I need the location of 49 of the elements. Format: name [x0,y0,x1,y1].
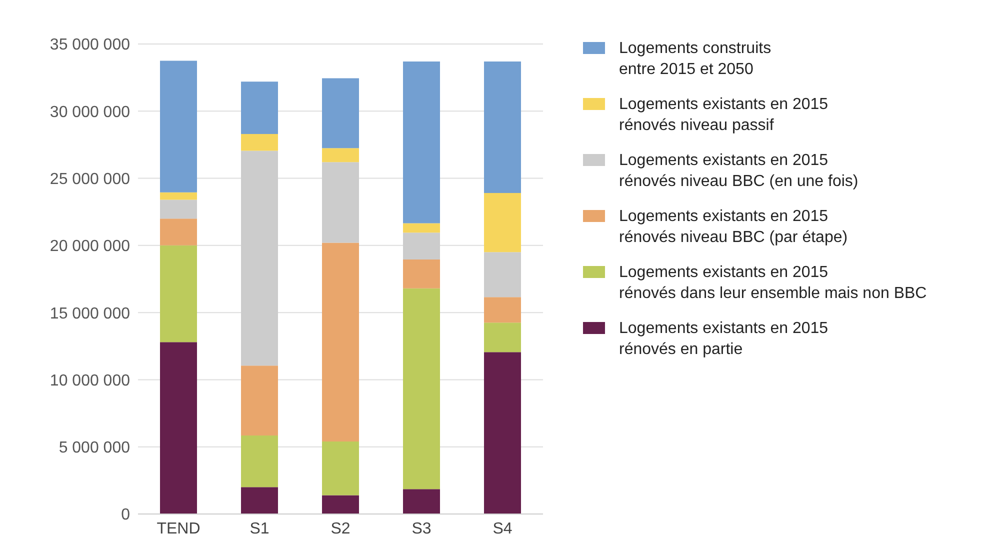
y-tick-label: 0 [121,506,130,524]
legend-label: Logements existants en 2015 rénovés niveau passif [619,95,828,136]
y-tick-label: 35 000 000 [50,36,130,54]
legend-label: Logements existants en 2015 rénovés niveau BBC (par étape) [619,207,848,248]
bar [403,61,440,224]
bar [322,162,359,243]
x-tick-label: S1 [250,520,270,538]
legend-label: Logements existants en 2015 rénovés dans leur ensemble mais non BBC [619,263,927,304]
bar [403,223,440,233]
bar [484,322,521,352]
bar [403,489,440,514]
bar [484,252,521,298]
bar [322,495,359,514]
bar [484,61,521,194]
legend-label: Logements construits entre 2015 et 2050 [619,39,772,80]
bar [484,193,521,252]
y-tick-label: 30 000 000 [50,104,130,121]
bar [160,200,197,219]
bar [241,366,278,436]
y-tick-label: 15 000 000 [50,305,130,322]
bar [241,134,278,151]
bar [160,218,197,246]
bar [322,441,359,496]
legend-label: Logements existants en 2015 rénovés niveau BBC (en une fois) [619,151,858,192]
y-tick-label: 5 000 000 [58,440,130,457]
x-tick-label: S2 [330,520,350,538]
bar [160,245,197,342]
bar [484,297,521,323]
bar [160,342,197,514]
legend-label: Logements existants en 2015 rénovés en partie [619,319,828,360]
bar [241,435,278,488]
bar [241,150,278,366]
bar [241,82,278,134]
y-tick-label: 10 000 000 [50,372,130,390]
bar [160,60,197,192]
bar [322,242,359,442]
bar [241,487,278,514]
y-tick-label: 25 000 000 [50,170,130,188]
x-tick-label: TEND [156,520,200,538]
bar [484,352,521,514]
y-tick-label: 20 000 000 [50,238,130,256]
bar [403,260,440,288]
bar [403,288,440,490]
x-tick-label: S3 [412,520,432,538]
bar [322,148,359,162]
x-tick-label: S4 [492,520,512,538]
bar [322,78,359,148]
bar [160,192,197,200]
bar [403,232,440,260]
